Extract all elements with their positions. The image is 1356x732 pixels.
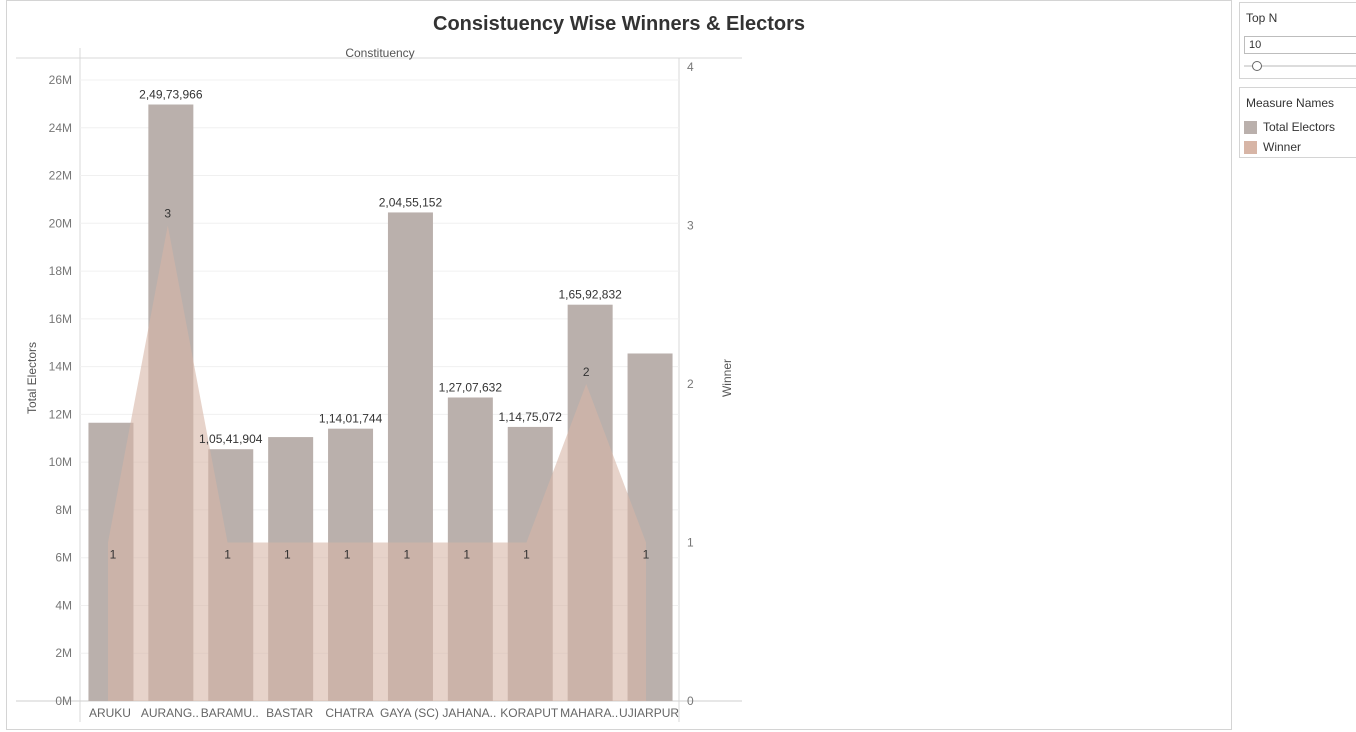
y-tick-label: 16M	[49, 312, 72, 326]
y2-tick-label: 4	[687, 60, 694, 74]
legend-item-total-electors[interactable]: Total Electors	[1240, 117, 1356, 137]
y-tick-label: 22M	[49, 169, 72, 183]
chart-title: Consistuency Wise Winners & Electors	[433, 13, 805, 35]
y2-tick-label: 2	[687, 377, 694, 391]
y-tick-label: 12M	[49, 407, 72, 421]
category-label: UJIARPUR	[619, 706, 679, 720]
top-n-filter: Top N 10	[1239, 2, 1356, 79]
category-label: AURANG..	[141, 706, 199, 720]
legend-item-winner[interactable]: Winner	[1240, 137, 1356, 157]
legend-label-winner: Winner	[1263, 140, 1302, 154]
winner-data-label: 1	[110, 548, 117, 562]
winner-data-label: 2	[583, 365, 590, 379]
constituency-header: Constituency	[345, 46, 414, 60]
y-tick-label: 2M	[55, 646, 72, 660]
y-axis-title: Total Electors	[25, 342, 39, 414]
top-n-slider-track[interactable]	[1244, 65, 1356, 67]
bar-data-label: 2,49,73,966	[139, 88, 203, 102]
category-label: ARUKU	[89, 706, 131, 720]
y-tick-label: 0M	[55, 694, 72, 708]
winner-data-label: 3	[164, 207, 171, 221]
winner-data-label: 1	[344, 548, 351, 562]
y-tick-label: 14M	[49, 360, 72, 374]
legend-swatch-total-electors	[1244, 120, 1257, 134]
y-tick-label: 4M	[55, 598, 72, 612]
bar-data-label: 1,05,41,904	[199, 432, 263, 446]
category-label: GAYA (SC)	[380, 706, 439, 720]
bar-data-label: 1,27,07,632	[439, 380, 503, 394]
legend-panel: Measure Names Total Electors Winner	[1239, 87, 1356, 158]
winner-data-label: 1	[463, 548, 470, 562]
bar-data-label: 1,14,75,072	[499, 410, 563, 424]
y-tick-label: 24M	[49, 121, 72, 135]
y-tick-label: 8M	[55, 503, 72, 517]
y2-axis-title: Winner	[720, 359, 734, 397]
area-winner	[108, 225, 646, 701]
category-label: KORAPUT	[500, 706, 559, 720]
top-n-input[interactable]: 10	[1244, 36, 1356, 54]
y-tick-label: 18M	[49, 264, 72, 278]
bar-data-label: 2,04,55,152	[379, 195, 443, 209]
y2-tick-label: 0	[687, 694, 694, 708]
bar-data-label: 1,14,01,744	[319, 412, 383, 426]
category-label: CHATRA	[325, 706, 373, 720]
winner-data-label: 1	[284, 548, 291, 562]
winner-data-label: 1	[404, 548, 411, 562]
y2-tick-label: 3	[687, 219, 694, 233]
category-label: BASTAR	[266, 706, 313, 720]
category-label: MAHARA..	[560, 706, 618, 720]
y2-tick-label: 1	[687, 536, 694, 550]
y-tick-label: 10M	[49, 455, 72, 469]
y-tick-label: 26M	[49, 73, 72, 87]
chart-canvas: Constituency0M2M4M6M8M10M12M14M16M18M20M…	[16, 46, 742, 722]
legend-label-total-electors: Total Electors	[1263, 120, 1336, 134]
category-label: JAHANA..	[442, 706, 496, 720]
top-n-slider-thumb[interactable]	[1252, 61, 1262, 71]
bar-data-label: 1,65,92,832	[558, 288, 622, 302]
y-tick-label: 20M	[49, 216, 72, 230]
legend-swatch-winner	[1244, 140, 1257, 154]
y-tick-label: 6M	[55, 551, 72, 565]
winner-data-label: 1	[224, 548, 231, 562]
top-n-title: Top N	[1246, 11, 1278, 25]
legend-title: Measure Names	[1246, 96, 1335, 110]
winner-data-label: 1	[523, 548, 530, 562]
winner-data-label: 1	[643, 548, 650, 562]
category-label: BARAMU..	[201, 706, 259, 720]
